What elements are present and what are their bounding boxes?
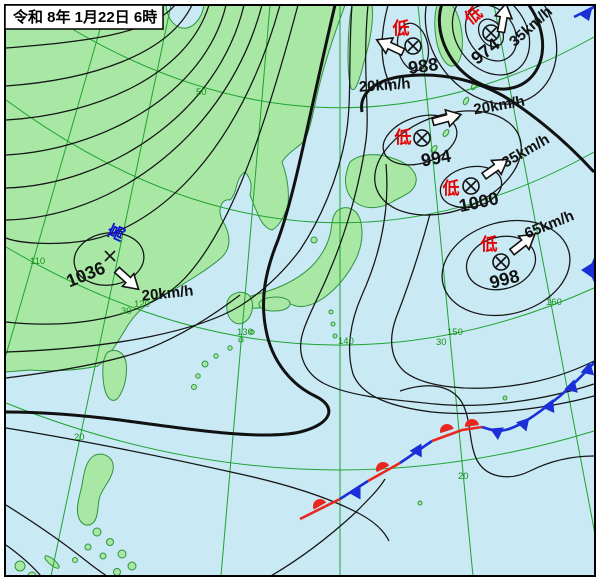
grid-label: 50 [196,87,207,98]
cold-front-triangle [580,9,592,21]
low-988: 低 988 20km/h [358,18,439,96]
luzon-island [77,453,114,526]
sado-island [310,236,318,244]
grid-label: 20 [74,432,85,443]
meridian-130e [220,5,271,576]
map-border [4,4,596,577]
low-label: 低 [442,178,460,198]
speed-value: 20km/h [358,75,411,96]
isobars [5,5,595,576]
bold-isobar [5,5,337,437]
parallel-20n [5,402,595,471]
grid-label: 120 [134,299,150,310]
bold-isobar [437,5,545,91]
ryukyu-islands [191,329,255,390]
meridian-110e [5,5,108,356]
hokkaido-island [345,154,417,209]
grid-label: 160 [546,297,562,308]
landmass-group [5,5,508,576]
grid-label: 130 [237,327,253,338]
stationary-front-warm-segment [431,425,483,443]
high-label: 高 [104,221,129,245]
fronts [299,5,595,521]
small-island [502,395,508,401]
izu-island [330,321,336,327]
high-center-mark [104,250,116,262]
kyushu-island [226,291,253,325]
grid-label: 20 [458,471,469,482]
izu-island [332,333,338,339]
izu-island [328,309,334,315]
speed-value: 20km/h [141,282,194,304]
parallel-50n [33,5,595,109]
stationary-front-warm-segment [367,461,401,483]
low-label: 低 [480,234,498,254]
cold-front-triangle [581,261,595,280]
pressure-value: 988 [407,54,440,78]
bold-isobar [360,73,595,174]
meridian-120e [50,5,172,576]
stationary-front-warm-segment [299,497,341,521]
grid-label: 110 [30,256,45,267]
kuril-island [462,96,470,106]
small-island [417,500,423,506]
parallel-30n [5,246,595,346]
grid-label: 30 [436,337,447,348]
chart-date-title: 令和 8年 1月22日 6時 [13,8,157,26]
kuril-island [442,128,450,138]
high-closed-isobar [73,232,145,286]
shikoku-island [258,296,291,312]
low-label: 低 [392,18,410,38]
parallel-40n [5,99,595,224]
grid-labels: 50 110 30 120 130 140 150 30 160 20 20 [30,87,562,482]
grid-label: 140 [338,336,354,347]
grid-label: 30 [121,306,132,317]
philippine-islands [14,527,137,576]
grid-label: 150 [447,327,463,338]
latlon-grid [5,5,595,576]
title-box: 令和 8年 1月22日 6時 [4,4,164,30]
taiwan-island [102,349,127,401]
title-box-rect [4,4,164,30]
low-label: 低 [394,127,412,147]
